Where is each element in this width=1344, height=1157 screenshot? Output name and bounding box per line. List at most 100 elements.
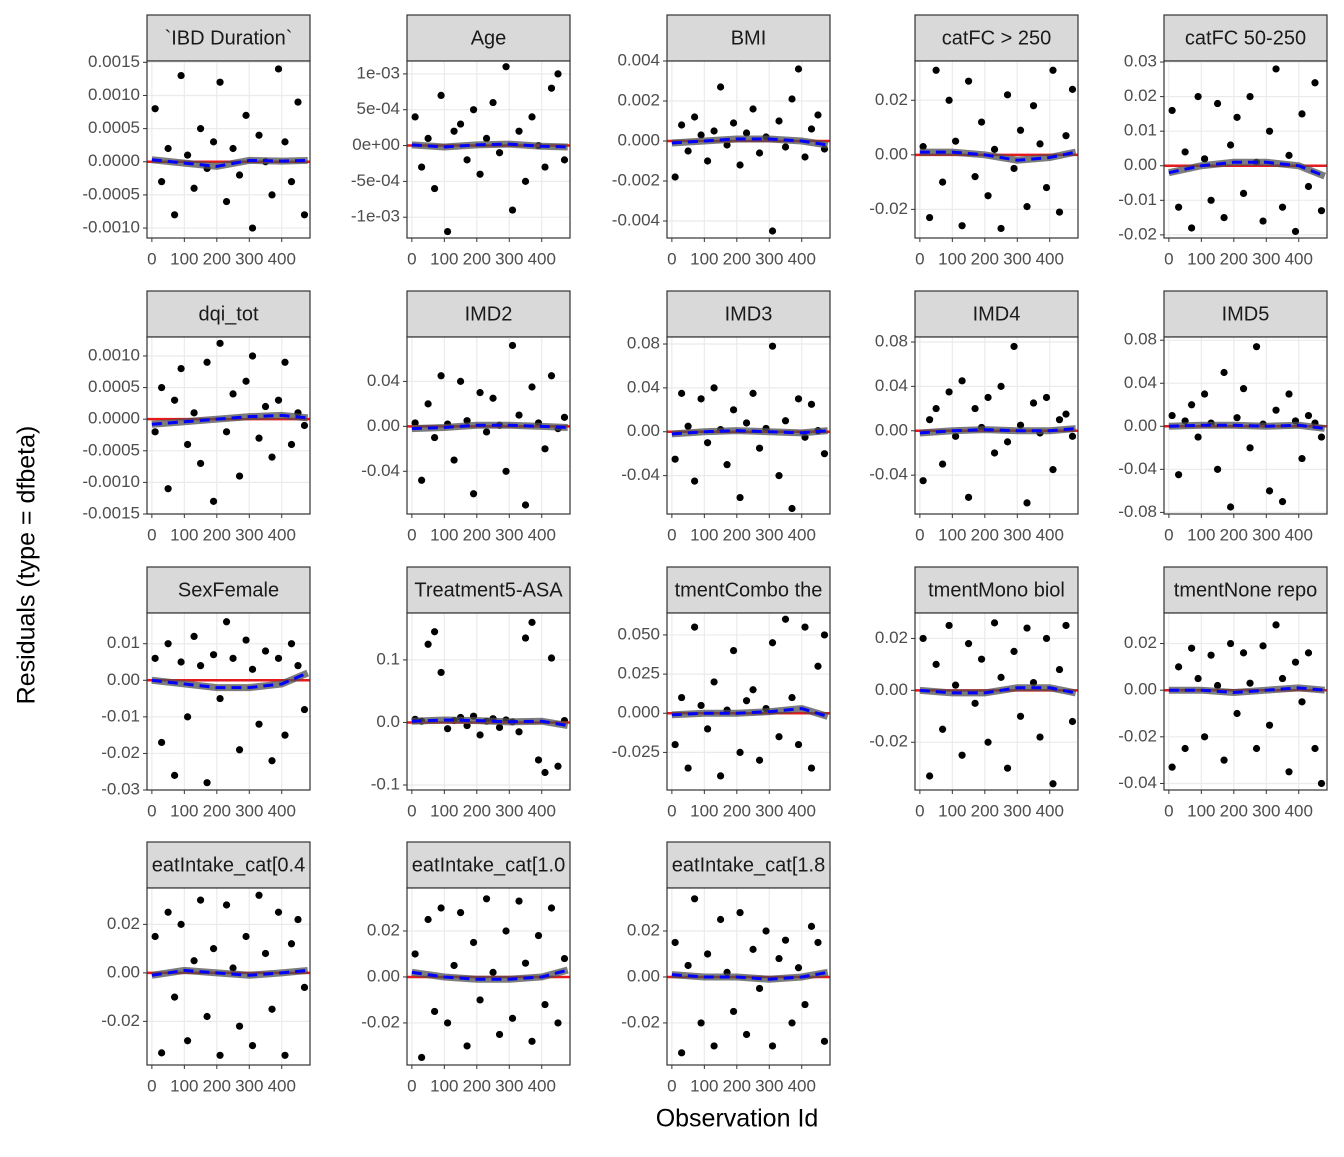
point <box>932 66 940 74</box>
x-tick-label: 400 <box>1285 801 1313 820</box>
point <box>1029 399 1038 407</box>
x-tick-label: 100 <box>1187 525 1215 544</box>
point <box>1246 93 1254 101</box>
y-tick-label: 0.000 <box>617 703 660 722</box>
x-tick-label: 200 <box>971 801 999 820</box>
point <box>196 125 205 133</box>
point <box>216 78 224 86</box>
point <box>443 1019 452 1027</box>
point <box>788 1019 796 1027</box>
point <box>508 1014 517 1022</box>
y-tick-label: 1e-03 <box>357 63 400 82</box>
point <box>1003 438 1012 446</box>
point <box>788 95 796 103</box>
x-tick-label: 0 <box>147 801 156 820</box>
point <box>1298 454 1306 463</box>
point <box>476 170 484 178</box>
point <box>820 1037 829 1045</box>
panel: SexFemale 0 100 200 300 400 0.01 0.00 -0.01 -0.02… <box>101 566 311 820</box>
x-tick-label: 400 <box>528 249 556 268</box>
y-tick-label: 0.00 <box>875 680 908 699</box>
point <box>1010 647 1018 656</box>
point <box>919 143 927 151</box>
x-tick-label: 300 <box>1003 801 1031 820</box>
strip <box>146 14 311 62</box>
point <box>945 96 953 104</box>
point <box>1291 227 1300 236</box>
point <box>678 1049 686 1057</box>
point <box>1226 141 1235 149</box>
point <box>671 740 679 749</box>
point <box>820 631 829 639</box>
point <box>729 406 738 414</box>
panel-border <box>914 336 1079 515</box>
point <box>697 1019 705 1027</box>
y-tick-label: 0.04 <box>1124 373 1157 392</box>
point <box>229 654 237 662</box>
point <box>216 339 224 347</box>
y-tick-label: -0.0015 <box>82 503 140 522</box>
panel: BMI 0 100 200 300 400 0.004 0.002 0.000 -0.002 -0.… <box>612 14 831 268</box>
point <box>430 628 439 636</box>
point <box>450 127 458 135</box>
point <box>729 646 738 655</box>
point <box>1311 744 1319 753</box>
point <box>1252 343 1261 351</box>
y-tick-label: 0.03 <box>1124 52 1157 71</box>
point <box>430 1007 439 1016</box>
strip-title: IMD3 <box>725 303 773 325</box>
y-tick-label: -0.002 <box>612 170 660 189</box>
x-tick-label: 200 <box>723 1076 751 1095</box>
x-tick-label: 100 <box>430 801 458 820</box>
point <box>242 932 250 941</box>
panel: tmentMono biol 0 100 200 300 400 0.02 0.00 -0.02 <box>869 566 1079 820</box>
point <box>229 390 237 398</box>
y-tick-label: 0.1 <box>376 649 400 668</box>
point <box>958 377 966 385</box>
x-tick-label: 300 <box>755 1076 783 1095</box>
point <box>430 433 439 442</box>
point <box>248 1042 257 1050</box>
point <box>1213 465 1222 473</box>
point <box>424 400 432 408</box>
y-tick-label: -5e-04 <box>351 171 400 190</box>
panel-border <box>666 612 831 791</box>
x-tick-label: 300 <box>235 525 263 544</box>
point <box>1317 207 1326 215</box>
x-tick-label: 0 <box>147 525 156 544</box>
point <box>1246 444 1254 452</box>
point <box>209 497 218 505</box>
point <box>424 640 432 648</box>
point <box>684 764 692 772</box>
x-tick-label: 0 <box>1164 249 1173 268</box>
y-tick-label: 0.02 <box>367 920 400 939</box>
point <box>456 908 465 917</box>
panel: dqi_tot 0 100 200 300 400 0.0010 0.0005 0.0000 -0… <box>82 290 311 544</box>
x-tick-label: 0 <box>147 249 156 268</box>
point <box>170 396 179 404</box>
point <box>287 640 296 648</box>
point <box>1036 140 1044 148</box>
y-tick-label: 0.08 <box>627 334 660 353</box>
panel-border <box>666 336 831 515</box>
point <box>261 647 270 655</box>
point <box>183 440 192 449</box>
point <box>703 439 712 447</box>
point <box>990 145 999 153</box>
y-tick-label: 0.00 <box>627 966 660 985</box>
point <box>964 493 973 501</box>
point <box>807 922 816 930</box>
point <box>755 984 764 993</box>
point <box>1181 148 1189 156</box>
x-tick-label: 400 <box>528 1076 556 1095</box>
point <box>768 227 777 235</box>
y-tick-label: 0.00 <box>875 144 908 163</box>
point <box>281 358 289 366</box>
point <box>1168 411 1176 420</box>
point <box>164 144 172 153</box>
smooth-line <box>411 718 568 728</box>
y-tick-label: 0.02 <box>107 914 140 933</box>
y-tick-label: 0.050 <box>617 624 660 643</box>
point <box>1023 499 1031 507</box>
point <box>482 134 491 142</box>
